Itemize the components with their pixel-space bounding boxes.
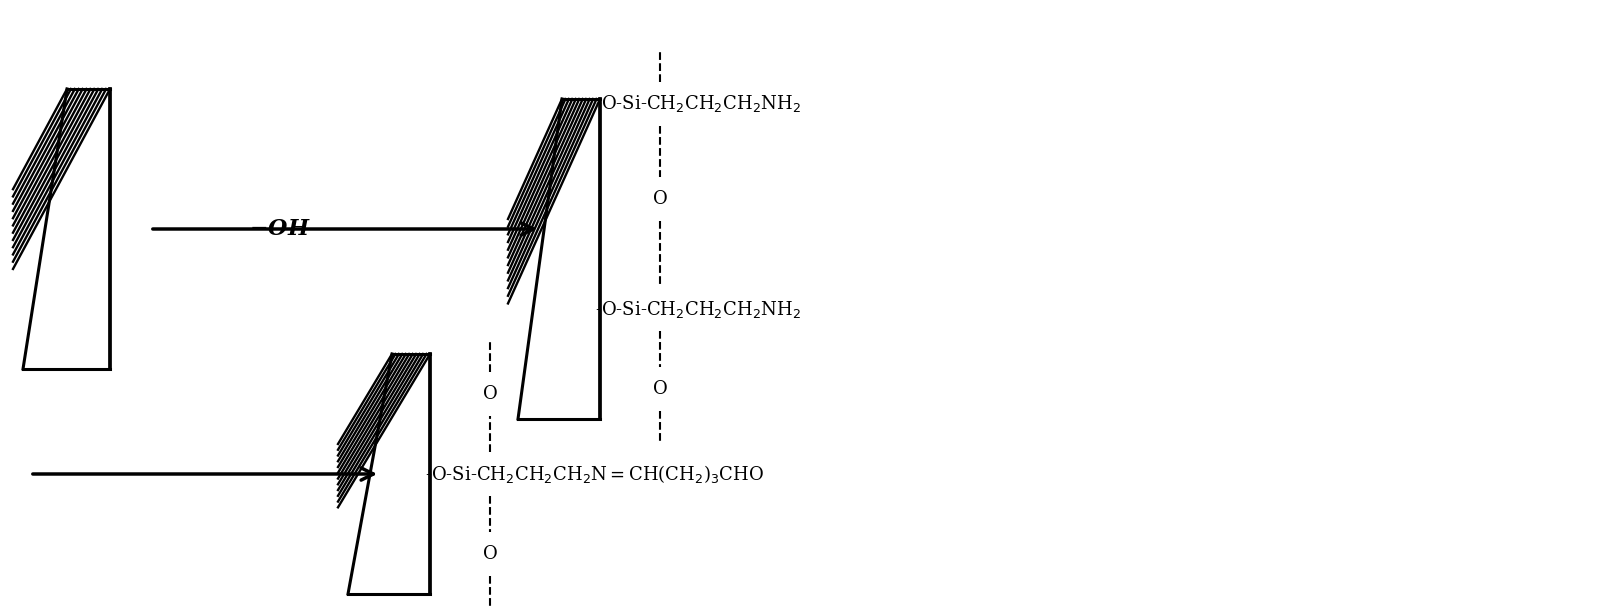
- Text: $\mathregular{-OH}$: $\mathregular{-OH}$: [249, 218, 310, 240]
- Text: O: O: [482, 545, 497, 563]
- Text: -O-Si-CH$_2$CH$_2$CH$_2$N$=$CH(CH$_2$)$_3$CHO: -O-Si-CH$_2$CH$_2$CH$_2$N$=$CH(CH$_2$)$_…: [424, 463, 763, 485]
- Text: O: O: [482, 385, 497, 403]
- Text: O: O: [652, 190, 667, 208]
- Text: -O-Si-CH$_2$CH$_2$CH$_2$NH$_2$: -O-Si-CH$_2$CH$_2$CH$_2$NH$_2$: [595, 298, 800, 320]
- Text: -O-Si-CH$_2$CH$_2$CH$_2$NH$_2$: -O-Si-CH$_2$CH$_2$CH$_2$NH$_2$: [595, 94, 800, 114]
- Text: O: O: [652, 380, 667, 398]
